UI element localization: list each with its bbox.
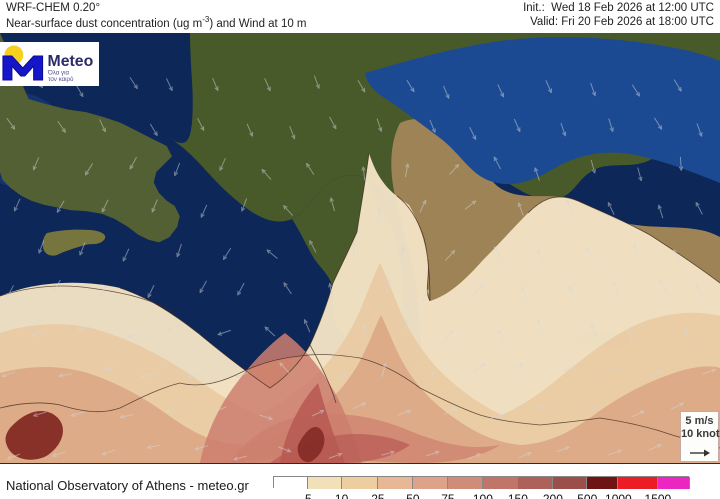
svg-text:Meteo: Meteo (48, 53, 94, 70)
svg-text:Όλα για: Όλα για (47, 69, 69, 76)
svg-text:τον καιρό: τον καιρό (48, 76, 74, 83)
